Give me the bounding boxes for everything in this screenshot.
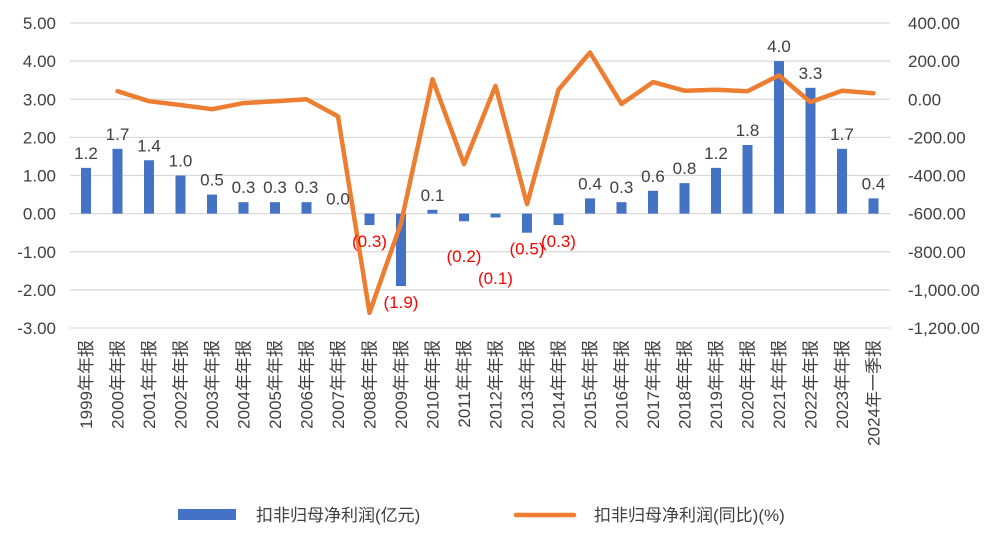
category-label: 2003年年报: [203, 340, 222, 429]
left-axis-tick-label: 3.00: [23, 90, 56, 109]
bar-data-label: 4.0: [767, 37, 791, 56]
bar: [522, 213, 532, 233]
bar-data-label: 0.4: [578, 174, 602, 193]
category-label: 2006年年报: [298, 340, 317, 429]
bar-data-label: (0.2): [447, 247, 482, 266]
bar: [490, 213, 501, 218]
right-axis-tick-label: 200.00: [908, 52, 960, 71]
right-axis-tick-label: -800.00: [908, 243, 966, 262]
bar-data-label: 0.1: [421, 186, 445, 205]
category-label: 2007年年报: [329, 340, 348, 429]
bar-data-label: (0.5): [510, 240, 545, 259]
category-label: 2019年年报: [707, 340, 726, 429]
bar-data-label: 1.0: [169, 152, 193, 171]
legend-line-label: 扣非归母净利润(同比)(%): [594, 506, 785, 525]
category-label: 2024年一季报: [865, 340, 884, 446]
category-label: 2005年年报: [266, 340, 285, 429]
left-axis-tick-label: 5.00: [23, 14, 56, 33]
left-axis-tick-label: -3.00: [17, 319, 56, 338]
category-label: 2021年年报: [770, 340, 789, 429]
bar: [837, 148, 847, 214]
left-axis-tick-label: -1.00: [17, 243, 56, 262]
category-label: 2023年年报: [833, 340, 852, 429]
bar-data-label: 0.3: [232, 178, 256, 197]
bar: [805, 87, 816, 214]
bar-data-label: 0.6: [641, 167, 665, 186]
bar: [270, 202, 280, 214]
right-axis-tick-label: 0.00: [908, 90, 941, 109]
left-axis-tick-label: 0.00: [23, 205, 56, 224]
right-axis-tick-label: -200.00: [908, 128, 966, 147]
bar-data-label: (0.3): [352, 232, 387, 251]
bar-data-label: 1.2: [704, 144, 728, 163]
bar: [553, 213, 564, 226]
bar: [144, 160, 154, 214]
bar-data-label: 1.7: [830, 125, 854, 144]
bar-data-label: 1.4: [137, 136, 161, 155]
bar: [427, 209, 438, 214]
legend-bar-swatch: [178, 509, 236, 520]
category-label: 2012年年报: [487, 340, 506, 429]
bar-data-label: 0.3: [610, 178, 634, 197]
bar: [207, 194, 217, 214]
bar-data-label: 0.5: [200, 171, 224, 190]
category-label: 2017年年报: [644, 340, 663, 429]
bar: [238, 202, 249, 214]
bar-data-label: 0.0: [326, 190, 350, 209]
category-label: 2001年年报: [140, 340, 159, 429]
bar: [396, 213, 406, 287]
bar-data-label: 0.3: [295, 178, 319, 197]
bar: [742, 145, 753, 214]
bar-data-label: 0.3: [263, 178, 287, 197]
left-axis-tick-label: 1.00: [23, 167, 56, 186]
bar-data-label: 0.8: [673, 159, 697, 178]
bar: [711, 167, 721, 214]
left-axis-tick-label: 2.00: [23, 128, 56, 147]
left-axis-tick-label: -2.00: [17, 281, 56, 300]
bar: [648, 190, 658, 214]
category-label: 2000年年报: [109, 340, 128, 429]
category-label: 2022年年报: [802, 340, 821, 429]
category-label: 2020年年报: [739, 340, 758, 429]
category-label: 2004年年报: [235, 340, 254, 429]
bar-data-label: 1.8: [736, 121, 760, 140]
bar-data-label: (0.3): [541, 232, 576, 251]
bar-data-label: (1.9): [384, 293, 419, 312]
bar: [868, 198, 879, 214]
category-label: 2018年年报: [676, 340, 695, 429]
category-label: 2014年年报: [550, 340, 569, 429]
bar: [616, 202, 627, 214]
legend-bar-label: 扣非归母净利润(亿元): [256, 506, 420, 525]
bar: [459, 213, 469, 222]
category-label: 2002年年报: [172, 340, 191, 429]
category-label: 2009年年报: [392, 340, 411, 429]
bar-data-label: (0.1): [478, 269, 513, 288]
bar: [301, 202, 312, 214]
category-label: 2011年年报: [455, 340, 474, 428]
right-axis-tick-label: -400.00: [908, 167, 966, 186]
bar-data-label: 1.2: [74, 144, 98, 163]
bar: [364, 213, 375, 226]
category-label: 2010年年报: [424, 340, 443, 429]
category-label: 2008年年报: [361, 340, 380, 429]
bar-data-label: 3.3: [799, 64, 823, 83]
category-label: 2016年年报: [613, 340, 632, 429]
right-axis-tick-label: -600.00: [908, 205, 966, 224]
bar: [81, 167, 91, 214]
bar-data-label: 1.7: [106, 125, 130, 144]
bar: [585, 198, 595, 214]
right-axis-tick-label: -1,000.00: [908, 281, 980, 300]
category-label: 2013年年报: [518, 340, 537, 429]
bar: [774, 61, 784, 214]
category-label: 2015年年报: [581, 340, 600, 429]
category-label: 1999年年报: [77, 340, 96, 429]
bar: [175, 175, 186, 214]
left-axis-tick-label: 4.00: [23, 52, 56, 71]
bar-data-label: 0.4: [862, 174, 886, 193]
bar: [112, 148, 123, 214]
right-axis-tick-label: -1,200.00: [908, 319, 980, 338]
right-axis-tick-label: 400.00: [908, 14, 960, 33]
bar: [679, 183, 690, 214]
